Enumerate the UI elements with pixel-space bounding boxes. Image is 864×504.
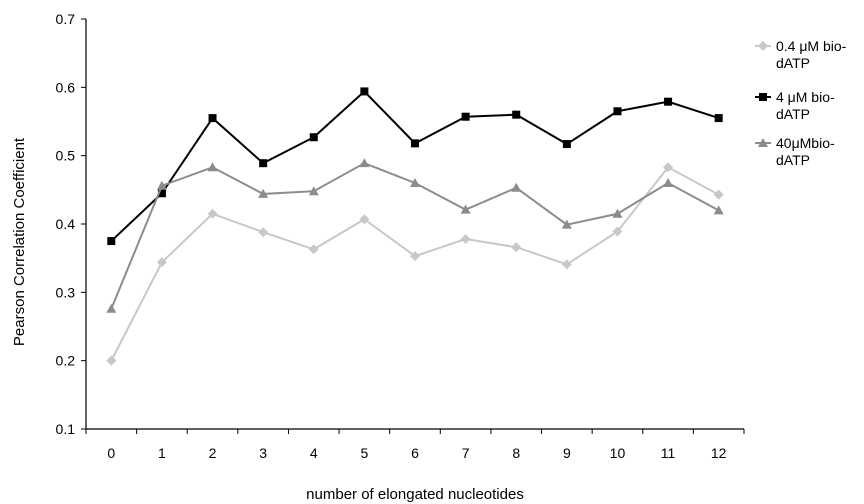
data-point	[561, 259, 572, 270]
series-2	[107, 87, 723, 246]
x-tick-label: 3	[259, 445, 267, 461]
data-point	[259, 159, 268, 168]
x-tick-label: 5	[360, 445, 368, 461]
x-tick-label: 2	[209, 445, 217, 461]
data-point	[107, 237, 116, 246]
x-tick-label: 6	[411, 445, 419, 461]
y-tick-label: 0.6	[56, 79, 76, 95]
data-point	[156, 180, 167, 190]
data-point	[258, 227, 269, 238]
x-tick-label: 9	[563, 445, 571, 461]
data-point	[360, 87, 369, 96]
data-point	[561, 219, 572, 229]
data-point	[612, 208, 623, 218]
legend-item: 4 μM bio-dATP	[755, 89, 835, 122]
y-tick-label: 0.3	[56, 284, 76, 300]
x-axis-title: number of elongated nucleotides	[306, 486, 524, 503]
legend-label: 0.4 μM bio-	[776, 38, 847, 54]
data-point	[663, 162, 674, 173]
legend-item: 40μMbio-dATP	[755, 135, 835, 168]
legend-item: 0.4 μM bio-dATP	[755, 38, 847, 71]
data-point	[460, 234, 471, 245]
legend-label: 4 μM bio-	[776, 89, 835, 105]
y-axis-ticks: 0.1 0.2 0.3 0.4 0.5 0.6 0.7	[56, 11, 86, 437]
data-point	[664, 97, 673, 106]
series-1	[106, 162, 724, 366]
data-point	[713, 189, 724, 200]
x-tick-label: 11	[661, 445, 676, 461]
data-point	[106, 355, 117, 366]
data-point	[511, 242, 522, 253]
series-line	[110, 166, 720, 362]
data-point	[207, 162, 218, 172]
x-tick-label: 4	[310, 445, 318, 461]
y-tick-label: 0.5	[56, 148, 76, 164]
data-point	[714, 114, 723, 123]
x-tick-label: 12	[711, 445, 727, 461]
data-point	[156, 257, 167, 268]
series-layer	[106, 87, 724, 366]
axes	[85, 19, 744, 430]
legend-marker	[759, 93, 767, 101]
data-point	[613, 107, 622, 116]
data-point	[410, 251, 420, 262]
x-tick-label: 8	[512, 445, 520, 461]
data-point	[460, 204, 471, 214]
data-point	[207, 208, 218, 219]
y-axis-title: Pearson Correlation Coefficient	[11, 137, 28, 346]
data-point	[157, 189, 166, 198]
y-tick-label: 0.2	[56, 353, 76, 369]
y-tick-label: 0.4	[56, 216, 76, 232]
data-point	[512, 110, 521, 119]
legend-label: dATP	[776, 106, 810, 122]
data-point	[663, 178, 674, 187]
data-point	[461, 112, 470, 121]
legend-marker	[758, 138, 768, 147]
data-point	[411, 139, 419, 148]
x-tick-label: 10	[610, 445, 626, 461]
data-point	[511, 182, 522, 192]
data-point	[309, 133, 318, 142]
legend-label: dATP	[776, 152, 810, 168]
data-point	[258, 188, 269, 198]
series-3	[106, 158, 724, 313]
data-point	[562, 140, 571, 149]
data-point	[713, 205, 724, 215]
data-point	[208, 114, 217, 123]
legend-label: dATP	[776, 55, 810, 71]
data-point	[359, 214, 370, 225]
data-point	[612, 226, 623, 237]
x-tick-label: 0	[107, 445, 115, 461]
data-point	[410, 178, 420, 187]
y-tick-label: 0.7	[56, 11, 76, 27]
data-point	[308, 244, 319, 255]
data-point	[308, 186, 319, 196]
data-point	[359, 158, 370, 168]
legend-label: 40μMbio-	[776, 135, 835, 151]
legend-marker	[758, 41, 768, 51]
x-tick-label: 7	[462, 445, 470, 461]
data-point	[106, 303, 117, 313]
x-axis-ticks: 0 1 2 3 4 5 6 7 8 9 10 11 12	[85, 429, 745, 461]
x-tick-label: 1	[158, 445, 166, 461]
y-tick-label: 0.1	[56, 421, 76, 437]
